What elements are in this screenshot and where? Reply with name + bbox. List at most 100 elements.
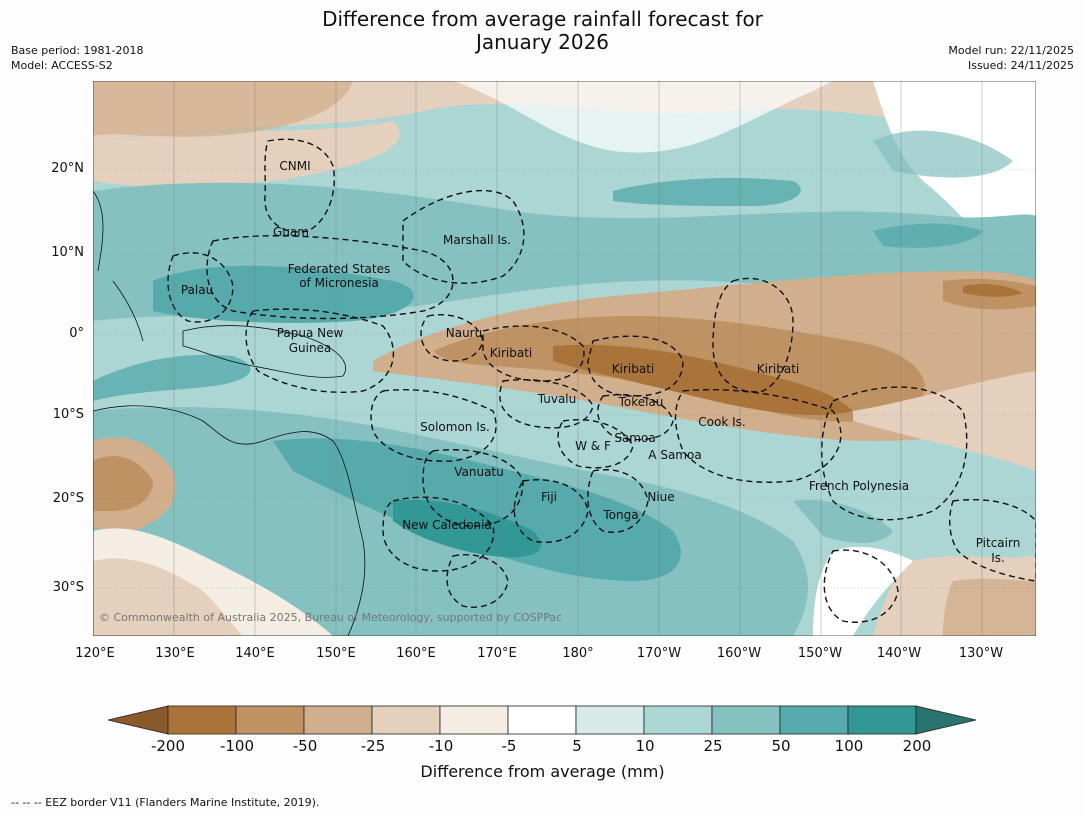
lon-label-180: 180° xyxy=(562,646,594,661)
label-pitcairn-line-2: Is. xyxy=(991,551,1005,565)
colorbar-tick-100: 100 xyxy=(834,737,864,755)
eez-french-polynesia xyxy=(821,386,968,521)
map-title: Difference from average rainfall forecas… xyxy=(0,8,1085,54)
lat-label-10s: 10°S xyxy=(52,407,84,422)
colorbar-segment xyxy=(507,705,577,735)
colorbar-tick-minus-200: -200 xyxy=(150,737,186,755)
title-line-1: Difference from average rainfall forecas… xyxy=(322,7,763,31)
north-west-dry xyxy=(93,121,400,187)
lat-label-20s: 20°S xyxy=(52,491,84,506)
east-north-wet xyxy=(873,223,983,248)
colorbar-tick-minus-25: -25 xyxy=(360,737,386,755)
copyright-notice: © Commonwealth of Australia 2025, Bureau… xyxy=(99,611,562,624)
label-tuvalu: Tuvalu xyxy=(537,392,577,406)
lon-label-140e: 140°E xyxy=(235,646,275,661)
label-new-caledonia: New Caledonia xyxy=(402,518,492,532)
lon-label-140w: 140°W xyxy=(876,646,922,661)
lon-label-170w: 170°W xyxy=(636,646,682,661)
north-east-wet xyxy=(873,130,1013,178)
colorbar-tick-10: 10 xyxy=(635,737,655,755)
graticule xyxy=(93,81,1036,636)
label-marshall-islands: Marshall Is. xyxy=(443,233,511,247)
map-canvas: CNMI Guam Marshall Is. Federated States … xyxy=(93,81,1036,636)
colorbar-tick-minus-10: -10 xyxy=(428,737,454,755)
eez-vanuatu xyxy=(422,449,524,527)
eez-cook xyxy=(674,389,842,483)
eez-borders xyxy=(167,138,1036,623)
label-tokelau: Tokelau xyxy=(618,395,664,409)
eez-kiribati-phoenix xyxy=(587,335,684,397)
eez-niue-tonga xyxy=(587,469,649,533)
australia-dry-core xyxy=(93,456,153,511)
colorbar-tick-minus-50: -50 xyxy=(292,737,318,755)
lat-label-10n: 10°N xyxy=(51,245,84,260)
lat-label-0: 0° xyxy=(69,326,84,341)
colorbar xyxy=(107,705,977,735)
label-kiribati-gilbert: Kiribati xyxy=(490,346,532,360)
lon-label-120e: 120°E xyxy=(75,646,115,661)
label-cnmi: CNMI xyxy=(279,159,310,173)
eez-wallis-samoa xyxy=(557,419,634,469)
new-guinea-coastline xyxy=(182,325,346,378)
lat-label-20n: 20°N xyxy=(51,161,84,176)
eez-new-caledonia xyxy=(382,496,495,572)
eez-kiribati-line xyxy=(712,277,794,393)
label-american-samoa: A Samoa xyxy=(648,448,701,462)
model-run: Model run: 22/11/2025 xyxy=(948,44,1074,57)
eez-south-east xyxy=(823,549,899,623)
colorbar-segment xyxy=(575,705,645,735)
east-dry-edge xyxy=(853,371,1036,471)
lon-label-150w: 150°W xyxy=(797,646,843,661)
colorbar-boxes xyxy=(107,705,977,735)
colorbar-segment xyxy=(371,705,441,735)
lat-label-30s: 30°S xyxy=(52,580,84,595)
label-niue: Niue xyxy=(647,490,674,504)
label-png-line-2: Guinea xyxy=(289,341,332,355)
north-central-neutral xyxy=(453,81,833,153)
label-cook-islands: Cook Is. xyxy=(698,415,745,429)
east-dry-strip-max xyxy=(963,283,1023,297)
eez-pitcairn xyxy=(949,499,1036,582)
eez-tuvalu xyxy=(499,379,594,429)
label-wallis-futuna: W & F xyxy=(575,439,611,453)
central-north-wet xyxy=(613,178,801,206)
colorbar-tick-200: 200 xyxy=(902,737,932,755)
label-vanuatu: Vanuatu xyxy=(454,465,504,479)
colorbar-tick-50: 50 xyxy=(771,737,791,755)
lon-label-170e: 170°E xyxy=(477,646,517,661)
colorbar-segment xyxy=(235,705,305,735)
eez-png xyxy=(245,308,394,393)
eez-solomon xyxy=(370,389,497,462)
label-palau: Palau xyxy=(181,283,213,297)
eez-footnote: -- -- -- EEZ border V11 (Flanders Marine… xyxy=(11,796,320,809)
label-guam: Guam xyxy=(273,225,309,239)
label-fsm-line-2: of Micronesia xyxy=(299,276,379,290)
title-line-2: January 2026 xyxy=(475,30,610,54)
label-png-line-1: Papua New xyxy=(277,326,344,340)
eez-fsm xyxy=(206,235,454,320)
model-name: Model: ACCESS-S2 xyxy=(11,59,113,72)
label-solomon-islands: Solomon Is. xyxy=(420,420,490,434)
colorbar-segment xyxy=(303,705,373,735)
south-east-wet-core xyxy=(793,500,893,543)
colorbar-tick-minus-5: -5 xyxy=(501,737,517,755)
colorbar-segment xyxy=(167,705,237,735)
colorbar-extend-high xyxy=(915,705,977,735)
label-tonga: Tonga xyxy=(602,508,638,522)
eez-nauru xyxy=(420,314,484,362)
label-pitcairn-line-1: Pitcairn xyxy=(976,536,1021,550)
lon-label-150e: 150°E xyxy=(316,646,356,661)
colorbar-label: Difference from average (mm) xyxy=(420,762,665,781)
eez-marshall xyxy=(402,189,525,284)
south-wet-max xyxy=(393,500,541,558)
base-period: Base period: 1981-2018 xyxy=(11,44,144,57)
colorbar-segment xyxy=(847,705,917,735)
australia-coastline xyxy=(93,405,366,636)
colorbar-segment xyxy=(779,705,849,735)
issued-date: Issued: 24/11/2025 xyxy=(967,59,1074,72)
philippines-coastline xyxy=(93,190,144,342)
label-kiribati-line: Kiribati xyxy=(757,362,799,376)
rainfall-map: CNMI Guam Marshall Is. Federated States … xyxy=(93,81,1036,636)
lon-label-130e: 130°E xyxy=(155,646,195,661)
colorbar-segment xyxy=(711,705,781,735)
